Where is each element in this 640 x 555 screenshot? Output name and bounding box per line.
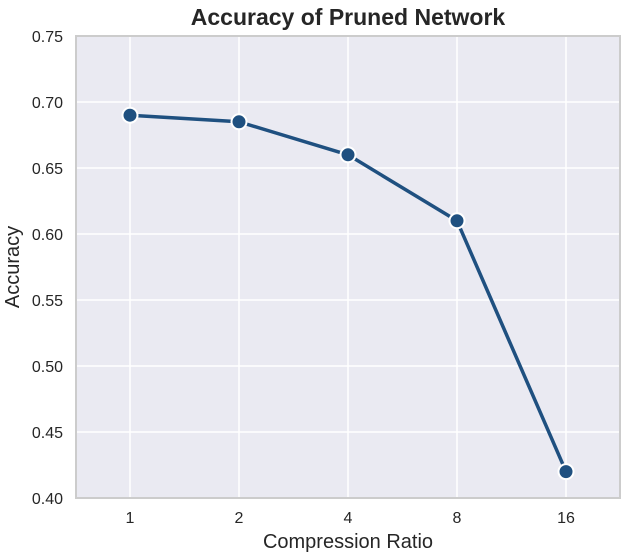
x-tick-label: 4	[344, 510, 353, 527]
x-tick-label: 1	[126, 510, 135, 527]
x-tick-labels: 1 2 4 8 16	[126, 510, 575, 527]
y-tick-label: 0.60	[32, 227, 63, 244]
data-point	[448, 212, 466, 230]
data-point	[121, 106, 139, 124]
y-tick-label: 0.55	[32, 293, 63, 310]
y-tick-label: 0.75	[32, 29, 63, 46]
y-tick-label: 0.45	[32, 425, 63, 442]
data-point	[557, 463, 575, 481]
x-axis-label: Compression Ratio	[263, 531, 433, 553]
data-point	[339, 146, 357, 164]
y-tick-label: 0.40	[32, 491, 63, 508]
y-tick-label: 0.50	[32, 359, 63, 376]
y-tick-label: 0.70	[32, 95, 63, 112]
data-point	[230, 113, 248, 131]
x-tick-label: 2	[235, 510, 244, 527]
y-tick-label: 0.65	[32, 161, 63, 178]
y-tick-labels: 0.40 0.45 0.50 0.55 0.60 0.65 0.70 0.75	[32, 29, 63, 508]
y-axis-label: Accuracy	[2, 226, 24, 308]
x-tick-label: 8	[453, 510, 462, 527]
plot-frame	[75, 35, 621, 499]
data-points	[121, 106, 575, 481]
chart-title: Accuracy of Pruned Network	[191, 4, 506, 30]
x-tick-label: 16	[557, 510, 575, 527]
